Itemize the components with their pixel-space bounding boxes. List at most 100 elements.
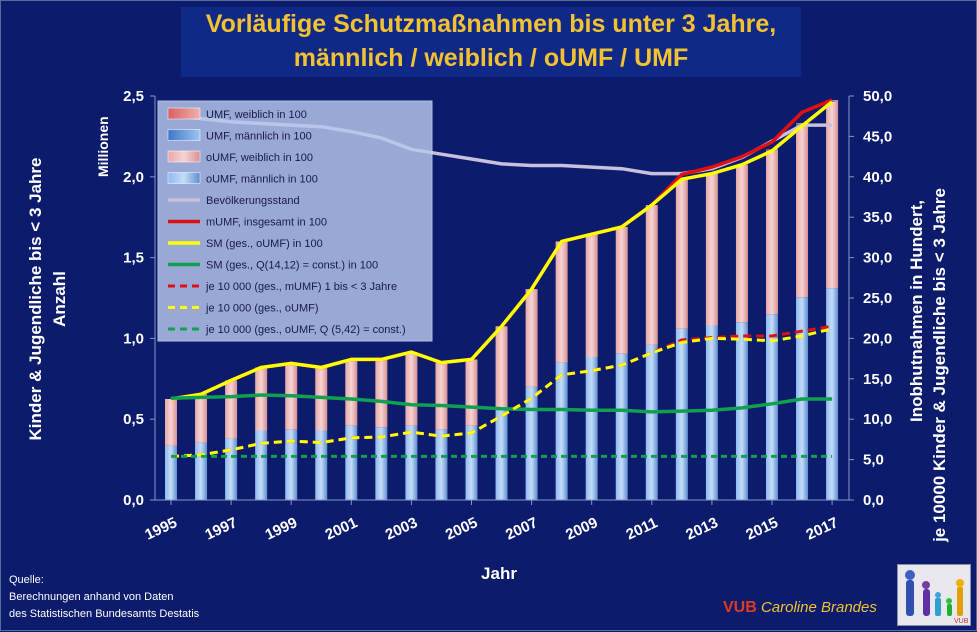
- brand-signature: VUB Caroline Brandes: [723, 599, 877, 617]
- bar-oumf-female: [495, 326, 508, 409]
- bar-oumf-male: [495, 408, 508, 500]
- source-line-2: Berechnungen anhand von Daten: [9, 591, 174, 603]
- bar-oumf-female: [735, 164, 748, 323]
- bar-oumf-female: [766, 150, 778, 315]
- right-tick-label: 50,0: [863, 88, 892, 105]
- bar-oumf-female: [225, 380, 238, 439]
- legend-swatch: [167, 172, 201, 184]
- bar-oumf-male: [225, 438, 238, 500]
- bar-oumf-female: [525, 289, 538, 387]
- bar-oumf-male: [766, 314, 778, 500]
- right-tick-label: 10,0: [863, 411, 892, 428]
- bar-oumf-female: [796, 125, 809, 298]
- bar-oumf-male: [585, 356, 598, 500]
- unit-label: Millionen: [95, 116, 111, 177]
- legend-label: UMF, weiblich in 100: [206, 109, 307, 121]
- bar-oumf-male: [525, 386, 538, 500]
- bar-oumf-female: [585, 234, 598, 357]
- legend-label: oUMF, männlich in 100: [206, 174, 318, 186]
- legend-swatch: [167, 150, 201, 163]
- bar-oumf-female: [705, 173, 718, 326]
- bar-oumf-male: [826, 288, 839, 500]
- right-tick-label: 0,0: [863, 492, 884, 509]
- left-axis-label-line-2: Anzahl: [50, 271, 69, 327]
- source-line-1: Quelle:: [9, 574, 44, 586]
- right-tick-label: 45,0: [863, 128, 892, 145]
- bar-oumf-male: [705, 325, 718, 500]
- bar-oumf-female: [615, 226, 628, 354]
- legend-label: je 10 000 (ges., oUMF, Q (5,42) = const.…: [205, 324, 406, 336]
- legend-label: SM (ges., Q(14,12) = const.) in 100: [206, 260, 378, 272]
- bar-oumf-female: [165, 399, 177, 446]
- right-tick-label: 20,0: [863, 330, 892, 347]
- dashed-oumf-per-10000: [170, 327, 833, 458]
- legend-label: Bevölkerungsstand: [206, 195, 300, 207]
- bar-oumf-female: [555, 241, 568, 363]
- x-tick-label: 2007: [503, 514, 540, 544]
- right-tick-label: 40,0: [863, 169, 892, 186]
- x-tick-label: 2005: [443, 514, 480, 544]
- x-tick-label: 1995: [142, 514, 179, 544]
- bar-oumf-female: [465, 359, 478, 426]
- legend-label: UMF, männlich in 100: [206, 131, 312, 143]
- bar-oumf-male: [735, 322, 748, 500]
- left-tick-label: 2,0: [123, 169, 144, 186]
- left-tick-label: 2,5: [123, 88, 144, 105]
- legend: UMF, weiblich in 100 UMF, männlich in 100…: [157, 100, 433, 342]
- bar-oumf-male: [195, 442, 208, 500]
- line-sm-const: [170, 393, 833, 414]
- title-line-1: Vorläufige Schutzmaßnahmen bis unter 3 J…: [205, 10, 777, 38]
- chart-title: Vorläufige Schutzmaßnahmen bis unter 3 J…: [181, 7, 801, 77]
- x-tick-label: 2017: [803, 514, 840, 544]
- bar-oumf-male: [285, 429, 298, 500]
- bar-oumf-female: [675, 179, 688, 329]
- right-axis-label-line-2: je 10000 Kinder & Jugendliche bis < 3 Ja…: [930, 188, 949, 543]
- bar-oumf-female: [645, 205, 658, 345]
- right-tick-label: 35,0: [863, 209, 892, 226]
- left-tick-label: 1,0: [123, 330, 144, 347]
- legend-label: je 10 000 (ges., mUMF) 1 bis < 3 Jahre: [205, 281, 397, 293]
- legend-swatch: [167, 129, 201, 141]
- logo-mark: VUB: [954, 618, 969, 625]
- bar-oumf-female: [405, 352, 418, 426]
- legend-label: mUMF, insgesamt in 100: [206, 217, 327, 229]
- bar-oumf-male: [675, 328, 688, 500]
- bar-oumf-male: [315, 430, 328, 500]
- bar-oumf-female: [345, 359, 358, 426]
- bar-oumf-male: [465, 425, 478, 500]
- brand-vub: VUB: [723, 599, 757, 616]
- right-tick-label: 25,0: [863, 290, 892, 307]
- bar-oumf-male: [645, 344, 658, 500]
- bar-oumf-male: [375, 427, 388, 500]
- right-tick-label: 30,0: [863, 250, 892, 267]
- legend-swatch: [167, 107, 201, 120]
- bar-oumf-female: [375, 359, 388, 428]
- plot-area: [165, 98, 839, 500]
- x-tick-label: 2003: [383, 514, 420, 544]
- bar-oumf-female: [435, 362, 448, 430]
- brand-name: Caroline Brandes: [760, 599, 877, 616]
- bar-oumf-male: [405, 425, 418, 500]
- bar-oumf-female: [195, 394, 208, 443]
- left-tick-label: 0,5: [123, 411, 144, 428]
- legend-label: SM (ges., oUMF) in 100: [206, 238, 323, 250]
- line-sm-oumf: [170, 100, 834, 401]
- x-tick-label: 1997: [202, 514, 239, 544]
- x-axis-label: Jahr: [481, 564, 517, 583]
- family-figures-icon: VUB: [905, 570, 969, 625]
- right-tick-label: 5,0: [863, 452, 884, 469]
- left-tick-label: 0,0: [123, 492, 144, 509]
- legend-label: je 10 000 (ges., oUMF): [205, 303, 319, 315]
- left-tick-label: 1,5: [123, 250, 144, 267]
- x-tick-label: 1999: [263, 514, 300, 544]
- x-tick-label: 2001: [323, 514, 360, 544]
- x-tick-label: 2015: [743, 514, 780, 544]
- bar-oumf-female: [826, 101, 839, 289]
- bar-oumf-male: [345, 425, 358, 500]
- x-tick-label: 2009: [563, 514, 600, 544]
- right-axis-label-line-1: Inobhutnahmen in Hundert,: [907, 200, 926, 422]
- bar-oumf-male: [615, 353, 628, 500]
- legend-label: oUMF, weiblich in 100: [206, 152, 313, 164]
- x-tick-label: 2013: [683, 514, 720, 544]
